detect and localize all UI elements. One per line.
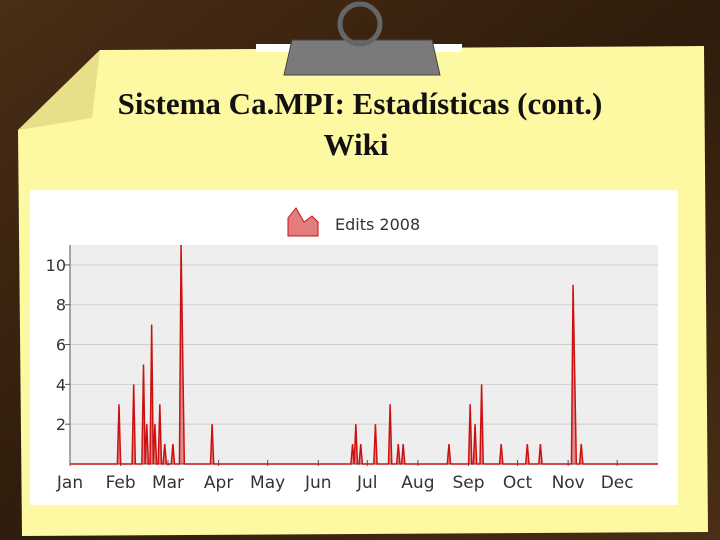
y-tick-label: 6 <box>56 336 66 355</box>
x-tick-label: Dec <box>601 473 634 493</box>
x-tick-label: Oct <box>503 473 533 493</box>
paper-fold <box>18 50 100 130</box>
clip-ring <box>337 1 383 47</box>
x-tick-label: Jun <box>304 473 332 493</box>
y-tick-label: 10 <box>46 256 66 275</box>
x-tick-label: Aug <box>401 473 434 493</box>
x-tick-label: Jan <box>56 473 83 493</box>
x-tick-label: Mar <box>152 473 184 493</box>
plot-area <box>70 245 658 464</box>
x-tick-label: Jul <box>356 473 378 493</box>
x-tick-label: Sep <box>453 473 485 493</box>
x-tick-label: Apr <box>204 473 233 493</box>
chart: 2 4 6 8 10 Jan Feb Mar Apr May Jun Jul Aug Sep Oct Nov D… <box>46 207 658 493</box>
slide-title: Wiki <box>324 127 389 162</box>
y-tick-label: 2 <box>56 415 66 434</box>
legend-icon <box>287 207 319 237</box>
legend-label: Edits 2008 <box>335 215 420 234</box>
x-tick-label: Nov <box>552 473 585 493</box>
x-tick-label: Feb <box>106 473 136 493</box>
x-tick-label: May <box>250 473 285 493</box>
y-tick-label: 4 <box>56 375 66 394</box>
area-line <box>70 244 658 465</box>
slide-title: Sistema Ca.MPI: Estadísticas (cont.) <box>118 86 603 121</box>
y-tick-label: 8 <box>56 296 66 315</box>
clip-base <box>283 39 441 76</box>
